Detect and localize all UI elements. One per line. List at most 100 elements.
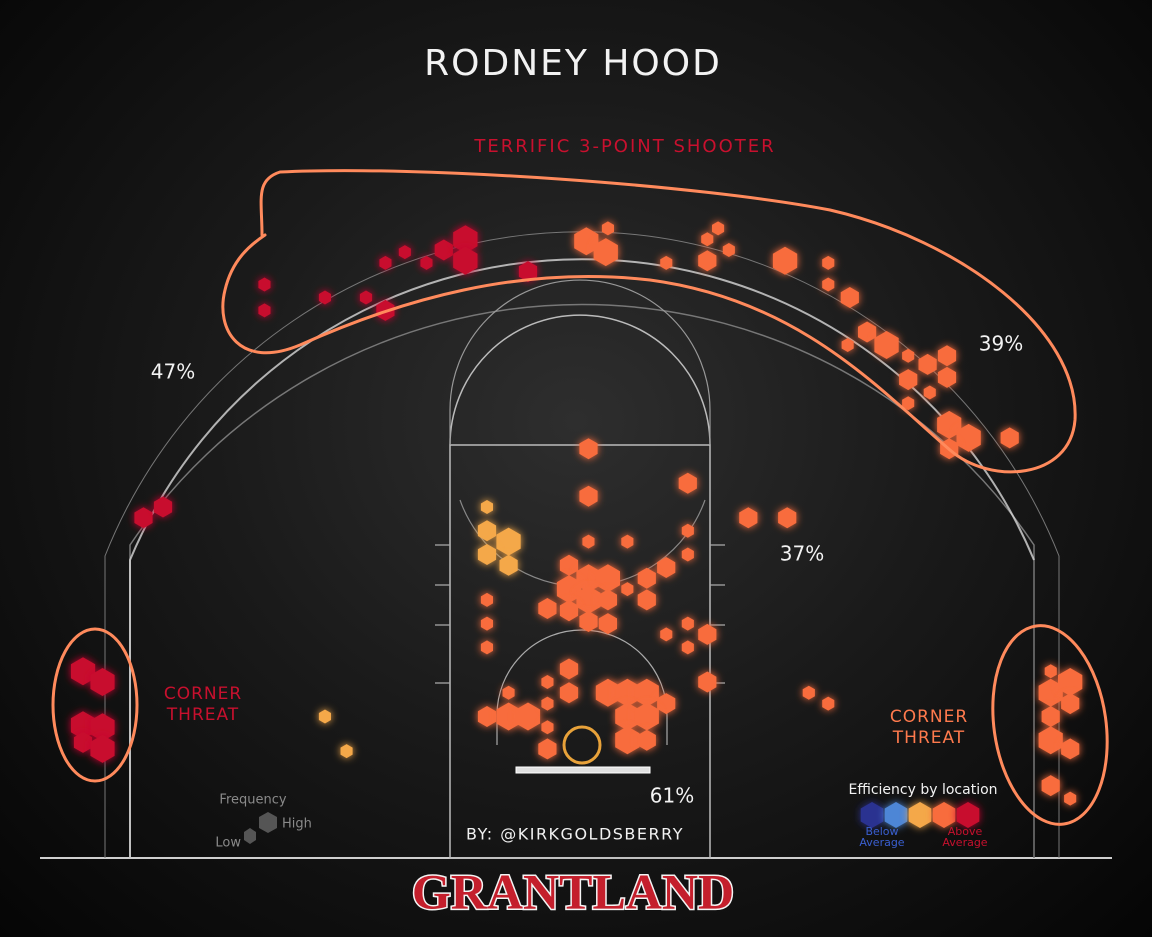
shot-hex (722, 243, 735, 257)
efficiency-swatch (956, 802, 980, 828)
shot-hex (923, 385, 936, 400)
shot-hex (518, 261, 538, 283)
shot-hex (615, 678, 640, 707)
shot-hex (681, 616, 694, 631)
shot-hex (556, 575, 582, 604)
frequency-legend-title: Frequency (219, 793, 286, 808)
shot-hex (538, 738, 557, 760)
shot-hex (595, 678, 620, 707)
shot-hex (480, 500, 493, 514)
shot-hex (1064, 791, 1077, 806)
shot-hex (902, 396, 915, 411)
shot-hex (453, 246, 478, 275)
shot-hex (70, 657, 96, 686)
shot-hex (822, 255, 835, 270)
hoop (562, 725, 602, 765)
shot-hex (1041, 706, 1060, 727)
zone-percentage: 61% (650, 784, 694, 808)
shot-hex (559, 658, 579, 680)
efficiency-swatch (908, 802, 932, 828)
shot-hex (634, 702, 659, 731)
zone-percentage: 37% (780, 542, 824, 566)
shot-hex (379, 255, 392, 270)
shot-hex (698, 623, 717, 645)
three-point-loop (221, 169, 1077, 474)
frequency-legend-high: High (282, 817, 312, 832)
shot-hex (637, 567, 656, 589)
three-point-line (129, 258, 1035, 858)
shot-hex (918, 353, 937, 375)
shot-hex (541, 675, 554, 689)
shot-hex (712, 221, 725, 236)
shot-hex (541, 696, 554, 711)
shot-hex (681, 523, 694, 538)
free-throw-top (449, 279, 711, 445)
byline: BY: @KIRKGOLDSBERRY (466, 825, 684, 844)
shot-hex (937, 345, 957, 367)
shot-hex (398, 245, 411, 260)
shot-hex (598, 613, 617, 635)
hex-layer (70, 221, 1083, 806)
shot-hex (598, 589, 617, 611)
efficiency-legend-high: Above Average (942, 825, 988, 849)
efficiency-legend-low: Below Average (859, 825, 905, 849)
shot-hex (480, 592, 493, 607)
shot-hex (772, 246, 798, 275)
shot-hex (698, 671, 717, 693)
shot-hex (637, 729, 656, 751)
shot-hex (258, 277, 271, 292)
shot-hex (579, 438, 598, 460)
shot-hex (858, 321, 877, 343)
shot-hex (1038, 678, 1063, 707)
shot-hex (90, 713, 115, 742)
shot-hex (660, 627, 673, 642)
shot-hex (698, 250, 717, 272)
shot-hex (902, 348, 915, 363)
shot-hex (615, 726, 640, 755)
shot-hex (515, 702, 541, 731)
shot-hex (499, 554, 518, 576)
shot-hex (657, 693, 676, 715)
shot-hex (318, 290, 331, 305)
shot-hex (541, 720, 554, 735)
shot-hex (258, 303, 271, 318)
shot-hex (574, 227, 599, 256)
shot-hex (841, 338, 854, 352)
shot-hex (477, 520, 497, 542)
chart-title: RODNEY HOOD (424, 43, 722, 84)
efficiency-swatch (860, 802, 884, 828)
shot-hex (576, 585, 601, 614)
zone-percentage: 39% (979, 332, 1023, 356)
shot-hex (701, 232, 714, 247)
shot-hex (420, 255, 433, 270)
shot-hex (453, 225, 478, 254)
shot-hex (582, 534, 595, 549)
backboard (515, 766, 651, 774)
shot-hex (1000, 427, 1019, 449)
shot-hex (937, 366, 957, 388)
shot-hex (579, 485, 598, 507)
shot-hex (601, 221, 614, 236)
shot-hex (593, 238, 618, 267)
shot-hex (899, 369, 918, 391)
shot-hex (874, 331, 899, 359)
shot-hex (1044, 664, 1057, 679)
highlight-loops (51, 169, 1109, 826)
shot-hex (660, 255, 673, 270)
shot-hex (822, 277, 835, 292)
shot-hex (1061, 738, 1080, 760)
shot-hex (802, 685, 815, 700)
shot-hex (778, 507, 797, 529)
shot-hex (739, 507, 758, 529)
free-throw-circle (449, 314, 711, 446)
shot-hex (840, 287, 859, 308)
shot-hex (621, 534, 634, 549)
shot-hex (134, 507, 153, 529)
left-corner-loop (51, 627, 139, 783)
shot-hex (621, 582, 634, 597)
shot-hex (477, 544, 497, 565)
shot-hex (956, 423, 981, 452)
shot-hex (359, 290, 373, 305)
